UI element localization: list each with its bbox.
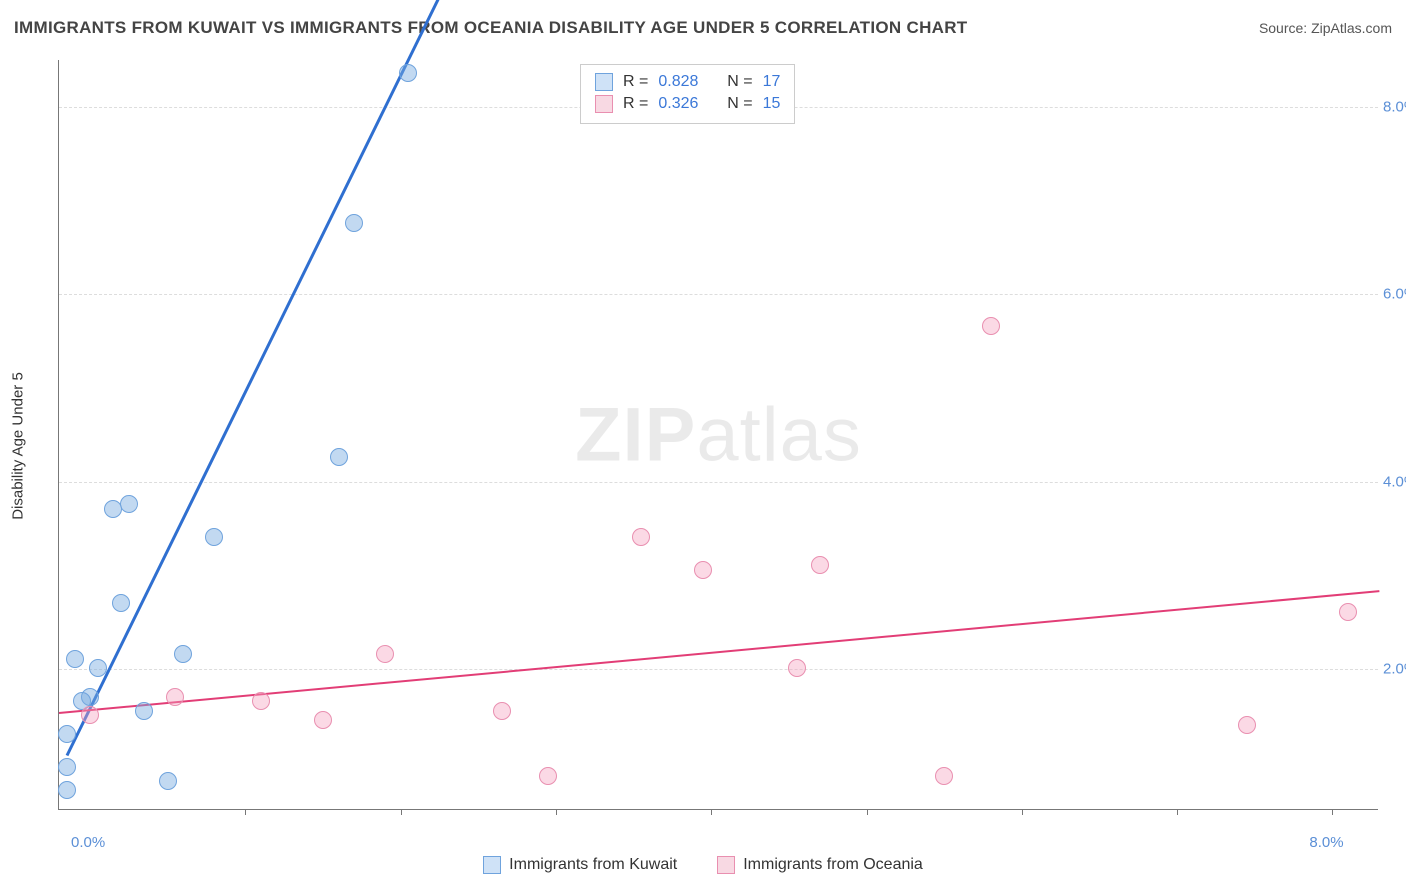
data-point-oceania	[788, 659, 806, 677]
x-tick	[1022, 809, 1023, 815]
data-point-kuwait	[58, 725, 76, 743]
x-axis-label-8: 8.0%	[1309, 834, 1343, 851]
swatch-oceania-icon	[595, 95, 613, 113]
y-tick-label: 2.0%	[1383, 661, 1406, 678]
data-point-oceania	[935, 767, 953, 785]
r-value-kuwait: 0.828	[658, 73, 698, 91]
gridline	[59, 482, 1378, 483]
swatch-kuwait-icon	[483, 856, 501, 874]
watermark: ZIPatlas	[575, 391, 862, 478]
data-point-oceania	[1339, 603, 1357, 621]
n-label: N =	[727, 95, 752, 113]
watermark-atlas: atlas	[696, 392, 862, 477]
data-point-kuwait	[330, 448, 348, 466]
swatch-kuwait-icon	[595, 73, 613, 91]
n-label: N =	[727, 73, 752, 91]
x-tick	[401, 809, 402, 815]
data-point-kuwait	[205, 528, 223, 546]
legend-label-kuwait: Immigrants from Kuwait	[509, 856, 677, 874]
y-tick-label: 8.0%	[1383, 98, 1406, 115]
x-tick	[556, 809, 557, 815]
legend-label-oceania: Immigrants from Oceania	[743, 856, 923, 874]
y-tick-label: 6.0%	[1383, 286, 1406, 303]
x-tick	[711, 809, 712, 815]
swatch-oceania-icon	[717, 856, 735, 874]
n-value-oceania: 15	[763, 95, 781, 113]
n-value-kuwait: 17	[763, 73, 781, 91]
gridline	[59, 294, 1378, 295]
legend-item-oceania: Immigrants from Oceania	[717, 856, 923, 874]
data-point-kuwait	[66, 650, 84, 668]
series-legend: Immigrants from Kuwait Immigrants from O…	[0, 856, 1406, 874]
data-point-oceania	[1238, 716, 1256, 734]
source-attribution: Source: ZipAtlas.com	[1259, 20, 1392, 36]
data-point-kuwait	[112, 594, 130, 612]
watermark-zip: ZIP	[575, 392, 696, 477]
x-tick	[1332, 809, 1333, 815]
data-point-kuwait	[120, 495, 138, 513]
x-axis-label-0: 0.0%	[71, 834, 105, 851]
data-point-kuwait	[58, 758, 76, 776]
gridline	[59, 669, 1378, 670]
data-point-oceania	[376, 645, 394, 663]
y-axis-title: Disability Age Under 5	[10, 372, 27, 520]
data-point-kuwait	[399, 64, 417, 82]
x-tick	[1177, 809, 1178, 815]
source-value: ZipAtlas.com	[1311, 20, 1392, 36]
r-label: R =	[623, 95, 648, 113]
data-point-kuwait	[104, 500, 122, 518]
x-tick	[867, 809, 868, 815]
data-point-oceania	[694, 561, 712, 579]
legend-item-kuwait: Immigrants from Kuwait	[483, 856, 677, 874]
data-point-oceania	[166, 688, 184, 706]
scatter-plot: ZIPatlas 2.0%4.0%6.0%8.0%	[58, 60, 1378, 810]
data-point-oceania	[632, 528, 650, 546]
data-point-oceania	[314, 711, 332, 729]
title-bar: IMMIGRANTS FROM KUWAIT VS IMMIGRANTS FRO…	[14, 18, 1392, 38]
data-point-kuwait	[135, 702, 153, 720]
r-label: R =	[623, 73, 648, 91]
chart-title: IMMIGRANTS FROM KUWAIT VS IMMIGRANTS FRO…	[14, 18, 967, 38]
data-point-oceania	[539, 767, 557, 785]
data-point-kuwait	[345, 214, 363, 232]
legend-row-oceania: R = 0.326 N = 15	[595, 93, 780, 115]
x-tick	[245, 809, 246, 815]
y-tick-label: 4.0%	[1383, 473, 1406, 490]
data-point-kuwait	[159, 772, 177, 790]
data-point-kuwait	[89, 659, 107, 677]
r-value-oceania: 0.326	[658, 95, 698, 113]
data-point-oceania	[982, 317, 1000, 335]
data-point-oceania	[493, 702, 511, 720]
source-label: Source:	[1259, 20, 1307, 36]
legend-row-kuwait: R = 0.828 N = 17	[595, 71, 780, 93]
data-point-kuwait	[174, 645, 192, 663]
data-point-oceania	[81, 706, 99, 724]
data-point-kuwait	[58, 781, 76, 799]
data-point-oceania	[252, 692, 270, 710]
trend-line	[65, 0, 440, 756]
data-point-oceania	[811, 556, 829, 574]
correlation-legend: R = 0.828 N = 17 R = 0.326 N = 15	[580, 64, 795, 124]
